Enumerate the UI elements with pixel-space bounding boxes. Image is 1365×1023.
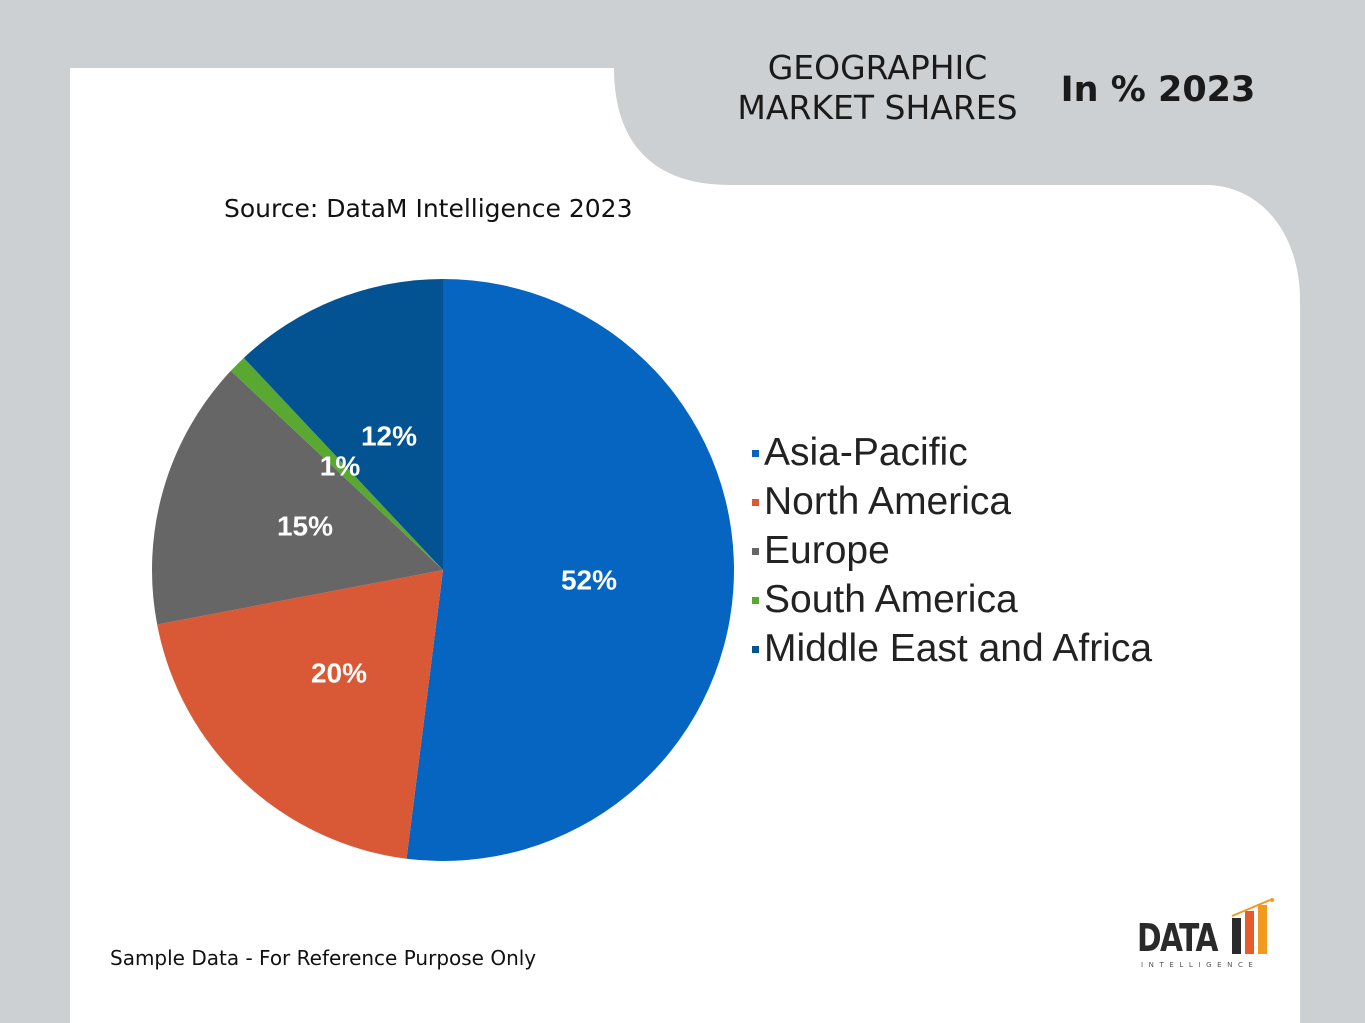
chart-title-line2: MARKET SHARES xyxy=(737,88,1018,127)
pie-slice-north-america xyxy=(157,570,443,859)
logo-word: DATA xyxy=(1137,916,1218,960)
datam-logo: DATA INTELLIGENCE xyxy=(1137,898,1282,972)
data-label-europe: 15% xyxy=(277,510,333,541)
legend-item-europe: Europe xyxy=(752,526,1152,575)
legend-label: South America xyxy=(764,578,1018,621)
legend-item-south-america: South America xyxy=(752,575,1152,624)
legend-label: Asia-Pacific xyxy=(764,431,968,474)
pie-slice-middle-east-and-africa xyxy=(243,279,443,570)
legend-item-asia-pacific: Asia-Pacific xyxy=(752,428,1152,477)
footnote: Sample Data - For Reference Purpose Only xyxy=(110,946,537,970)
source-note: Source: DataM Intelligence 2023 xyxy=(224,194,633,223)
data-label-middle-east-and-africa: 12% xyxy=(361,420,417,451)
data-label-north-america: 20% xyxy=(311,657,367,688)
logo-subtitle: INTELLIGENCE xyxy=(1141,961,1259,969)
legend-marker-icon xyxy=(752,548,759,555)
legend-label: Middle East and Africa xyxy=(764,627,1153,670)
chart-title: GEOGRAPHIC MARKET SHARES xyxy=(700,48,1055,128)
unit-label: In % 2023 xyxy=(1060,70,1256,110)
legend-label: North America xyxy=(764,480,1012,523)
pie-slice-asia-pacific xyxy=(406,279,734,861)
legend-marker-icon xyxy=(752,499,759,506)
legend-label: Europe xyxy=(764,529,890,572)
pie-slice-europe xyxy=(152,370,443,625)
data-label-south-america: 1% xyxy=(320,450,361,481)
chart-legend: Asia-Pacific North America Europe South Ame… xyxy=(752,428,1152,673)
legend-marker-icon xyxy=(752,646,759,653)
pie-slice-south-america xyxy=(230,357,443,570)
legend-item-north-america: North America xyxy=(752,477,1152,526)
legend-item-middle-east-and-africa: Middle East and Africa xyxy=(752,624,1152,673)
logo-bars-icon xyxy=(1231,898,1274,954)
pie-data-labels: 52% 20% 15% 1%12% xyxy=(277,420,617,688)
legend-marker-icon xyxy=(752,597,759,604)
legend-marker-icon xyxy=(752,450,759,457)
pie-slices xyxy=(152,279,734,861)
chart-title-line1: GEOGRAPHIC xyxy=(767,48,988,87)
data-label-asia-pacific: 52% xyxy=(561,564,617,595)
